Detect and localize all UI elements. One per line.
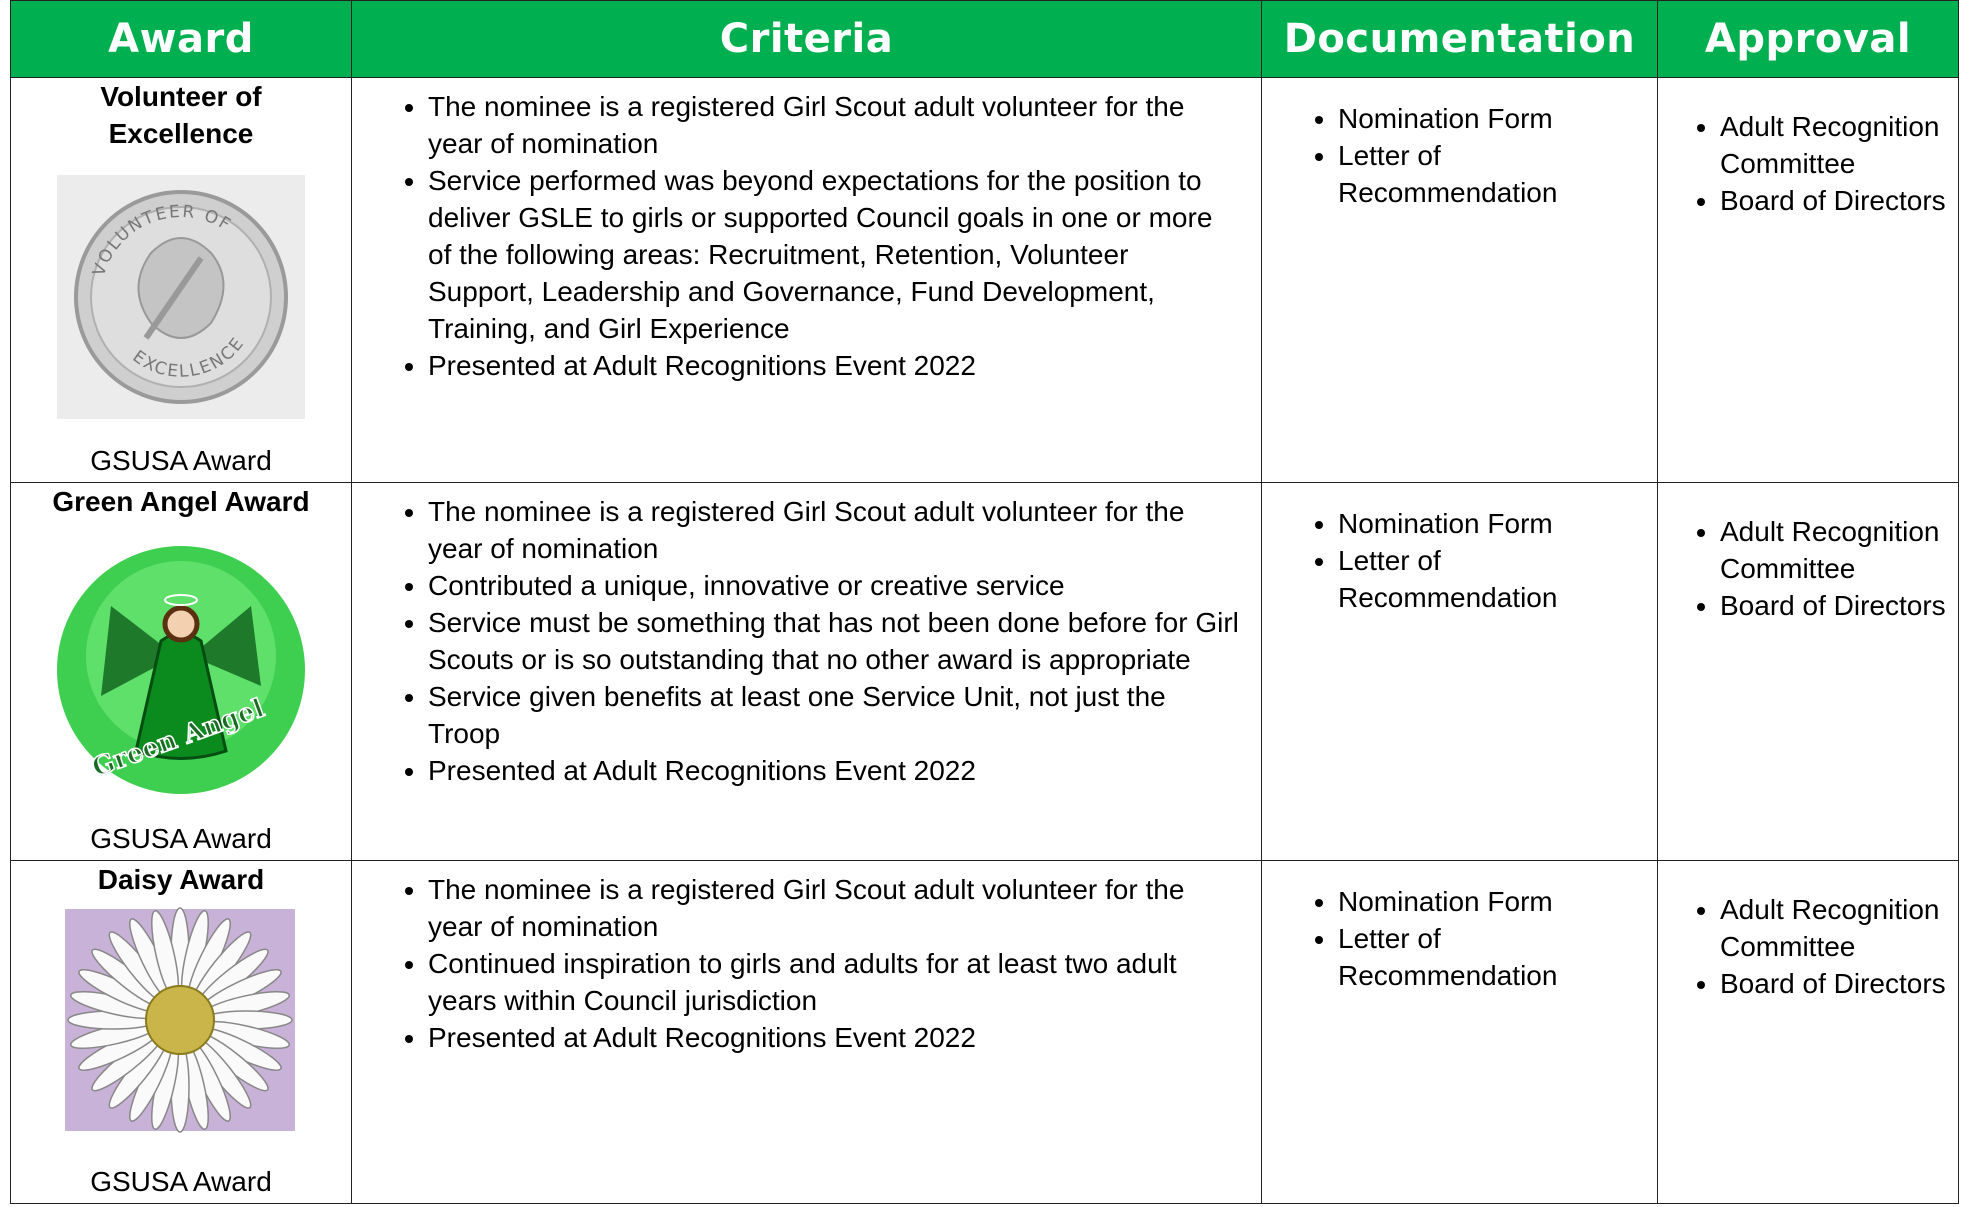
documentation-item: Letter of Recommendation — [1338, 137, 1647, 211]
column-header: Approval — [1657, 0, 1959, 78]
daisy-center — [145, 984, 215, 1055]
criteria-list: The nominee is a registered Girl Scout a… — [352, 88, 1241, 384]
criteria-cell: The nominee is a registered Girl Scout a… — [351, 860, 1262, 1204]
documentation-item: Nomination Form — [1338, 100, 1647, 137]
table-row: Volunteer of Excellence VOLUNTEER OF EXCEL… — [10, 77, 1959, 483]
approval-item: Board of Directors — [1720, 182, 1948, 219]
criteria-item: Continued inspiration to girls and adult… — [428, 945, 1241, 1019]
award-cell-content: Green Angel Award Green Angel GSUSA Award — [11, 483, 351, 857]
criteria-item: The nominee is a registered Girl Scout a… — [428, 871, 1241, 945]
documentation-item: Letter of Recommendation — [1338, 542, 1647, 616]
award-title: Green Angel Award — [52, 486, 310, 517]
approval-item: Adult Recognition Committee — [1720, 891, 1948, 965]
criteria-item: Service must be something that has not b… — [428, 604, 1241, 678]
approval-list: Adult Recognition CommitteeBoard of Dire… — [1658, 513, 1948, 624]
award-title: Volunteer of Excellence — [100, 81, 262, 149]
award-title: Daisy Award — [97, 864, 265, 895]
approval-list: Adult Recognition CommitteeBoard of Dire… — [1658, 891, 1948, 1002]
approval-cell: Adult Recognition CommitteeBoard of Dire… — [1657, 860, 1959, 1204]
criteria-item: Service given benefits at least one Serv… — [428, 678, 1241, 752]
award-cell: Daisy Award GSUSA Award — [10, 860, 352, 1204]
criteria-item: Contributed a unique, innovative or crea… — [428, 567, 1241, 604]
documentation-item: Nomination Form — [1338, 505, 1647, 542]
column-header: Criteria — [351, 0, 1262, 78]
head — [162, 605, 200, 643]
approval-item: Adult Recognition Committee — [1720, 108, 1948, 182]
approval-item: Adult Recognition Committee — [1720, 513, 1948, 587]
approval-cell: Adult Recognition CommitteeBoard of Dire… — [1657, 77, 1959, 483]
table-row: Daisy Award GSUSA Award The nominee is a r… — [10, 860, 1959, 1204]
documentation-list: Nomination FormLetter of Recommendation — [1262, 100, 1647, 211]
criteria-cell: The nominee is a registered Girl Scout a… — [351, 482, 1262, 861]
documentation-list: Nomination FormLetter of Recommendation — [1262, 883, 1647, 994]
documentation-cell: Nomination FormLetter of Recommendation — [1261, 482, 1658, 861]
approval-cell: Adult Recognition CommitteeBoard of Dire… — [1657, 482, 1959, 861]
awards-table: Award Criteria Documentation Approval Volun… — [10, 0, 1959, 1204]
documentation-cell: Nomination FormLetter of Recommendation — [1261, 860, 1658, 1204]
criteria-item: Presented at Adult Recognitions Event 20… — [428, 752, 1241, 789]
award-cell: Green Angel Award Green Angel GSUSA Award — [10, 482, 352, 861]
documentation-item: Letter of Recommendation — [1338, 920, 1647, 994]
criteria-item: Service performed was beyond expectation… — [428, 162, 1241, 347]
approval-item: Board of Directors — [1720, 965, 1948, 1002]
criteria-list: The nominee is a registered Girl Scout a… — [352, 493, 1241, 789]
badge-stroke — [143, 256, 204, 340]
award-cell-content: Volunteer of Excellence VOLUNTEER OF EXCEL… — [11, 78, 351, 479]
criteria-list: The nominee is a registered Girl Scout a… — [352, 871, 1241, 1056]
column-header: Award — [10, 0, 352, 78]
header-row: Award Criteria Documentation Approval — [10, 0, 1959, 78]
award-cell-content: Daisy Award GSUSA Award — [11, 861, 351, 1200]
award-cell: Volunteer of Excellence VOLUNTEER OF EXCEL… — [10, 77, 352, 483]
approval-list: Adult Recognition CommitteeBoard of Dire… — [1658, 108, 1948, 219]
badge-image — [65, 906, 295, 1133]
award-source: GSUSA Award — [90, 1166, 272, 1197]
criteria-item: The nominee is a registered Girl Scout a… — [428, 88, 1241, 162]
documentation-list: Nomination FormLetter of Recommendation — [1262, 505, 1647, 616]
criteria-cell: The nominee is a registered Girl Scout a… — [351, 77, 1262, 483]
documentation-item: Nomination Form — [1338, 883, 1647, 920]
award-source: GSUSA Award — [90, 823, 272, 854]
criteria-item: Presented at Adult Recognitions Event 20… — [428, 347, 1241, 384]
wings — [101, 606, 261, 696]
documentation-cell: Nomination FormLetter of Recommendation — [1261, 77, 1658, 483]
halo — [164, 594, 198, 606]
column-header: Documentation — [1261, 0, 1658, 78]
table-row: Green Angel Award Green Angel GSUSA Award T… — [10, 482, 1959, 861]
badge-image: Green Angel — [57, 546, 305, 794]
award-source: GSUSA Award — [90, 445, 272, 476]
approval-item: Board of Directors — [1720, 587, 1948, 624]
criteria-item: The nominee is a registered Girl Scout a… — [428, 493, 1241, 567]
criteria-item: Presented at Adult Recognitions Event 20… — [428, 1019, 1241, 1056]
